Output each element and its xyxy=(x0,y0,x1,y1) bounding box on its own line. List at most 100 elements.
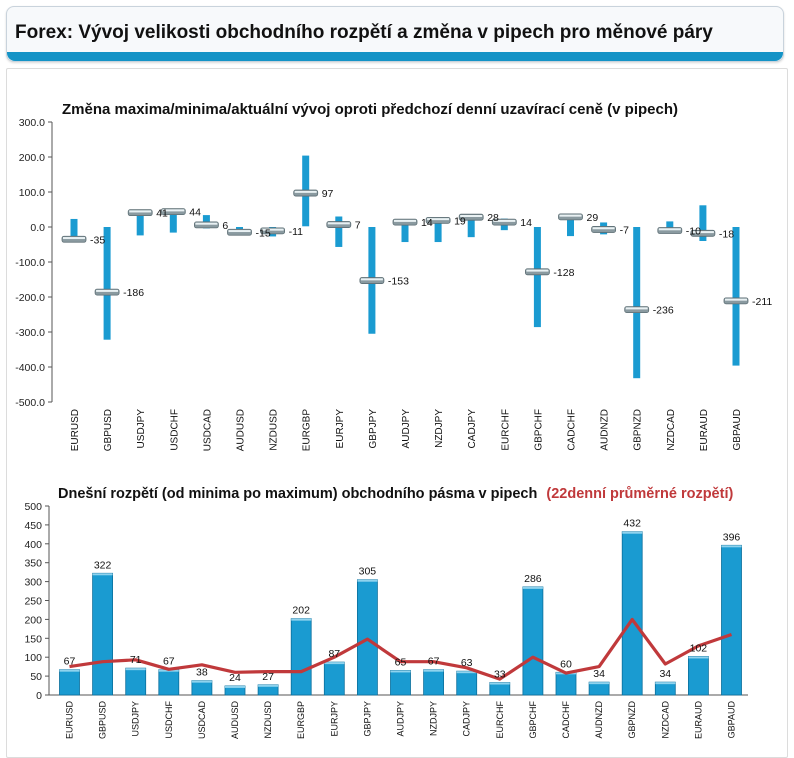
chart1-current-marker-highlight xyxy=(460,215,483,217)
chart2-value-label: 27 xyxy=(262,671,274,683)
chart1-range-bar xyxy=(732,227,740,366)
chart1-value-label: -11 xyxy=(289,226,304,238)
page-header: Forex: Vývoj velikosti obchodního rozpět… xyxy=(6,6,784,62)
chart2-ytick-label: 400 xyxy=(24,539,42,551)
chart1-current-marker-highlight xyxy=(725,298,747,301)
chart1-category-label: EURCHF xyxy=(500,409,511,451)
chart1-category-label: GBPAUD xyxy=(732,409,743,451)
chart2-category-label: EURJPY xyxy=(329,701,339,737)
chart2-range-bar xyxy=(423,669,445,696)
chart2-bar-highlight xyxy=(489,682,510,685)
chart1-value-label: -128 xyxy=(553,267,574,279)
chart1-category-label: AUDJPY xyxy=(401,409,412,449)
chart1-current-marker-highlight xyxy=(493,219,516,222)
chart2-ytick-label: 450 xyxy=(24,520,42,532)
chart1-current-marker-highlight xyxy=(327,222,350,225)
chart1-current-marker-highlight xyxy=(294,190,317,193)
chart2-value-label: 305 xyxy=(359,566,377,578)
chart2-bar-highlight xyxy=(258,684,279,687)
chart2-average-line xyxy=(69,617,733,681)
chart-change-pips: Změna maxima/minima/aktuální vývoj oprot… xyxy=(15,101,772,451)
chart1-range-bar xyxy=(70,218,78,243)
chart1-range-bar xyxy=(401,219,409,243)
chart1-ytick-label: 100.0 xyxy=(19,187,45,199)
chart1-category-label: GBPCHF xyxy=(533,409,544,451)
chart2-category-label: GBPNZD xyxy=(627,701,637,739)
chart2-value-label: 432 xyxy=(623,518,641,530)
chart1-ytick-label: -200.0 xyxy=(15,292,45,304)
chart1-category-label: AUDUSD xyxy=(236,409,247,451)
chart1-category-label: NZDUSD xyxy=(269,409,280,451)
chart1-ytick-label: 200.0 xyxy=(19,152,45,164)
chart1-value-label: -153 xyxy=(388,276,409,288)
chart2-value-label: 67 xyxy=(428,656,440,668)
chart1-current-marker-highlight xyxy=(162,209,185,212)
chart1-range-bar xyxy=(467,215,475,238)
chart2-range-bar xyxy=(323,661,345,696)
chart1-ytick-label: 0.0 xyxy=(30,222,45,234)
chart1-range-bar xyxy=(699,205,707,241)
chart2-ytick-label: 50 xyxy=(30,671,42,683)
chart1-current-marker-highlight xyxy=(592,227,615,230)
chart2-range-bar xyxy=(125,667,147,696)
chart1-current-marker-highlight xyxy=(261,228,284,231)
chart2-value-label: 67 xyxy=(64,656,76,668)
chart1-category-label: EURUSD xyxy=(70,409,81,451)
chart2-ytick-label: 200 xyxy=(24,614,42,626)
chart1-category-label: NZDJPY xyxy=(434,409,445,448)
chart1-range-bar xyxy=(103,227,111,340)
chart1-value-label: -35 xyxy=(90,234,105,246)
chart2-bar-highlight xyxy=(390,670,411,673)
chart2-bar-highlight xyxy=(59,669,80,672)
chart2-bar-highlight xyxy=(423,669,444,672)
chart1-title: Změna maxima/minima/aktuální vývoj oprot… xyxy=(62,101,678,118)
chart2-range-bar xyxy=(92,572,113,696)
chart2-title-main: Dnešní rozpětí (od minima po maximum) ob… xyxy=(58,486,537,502)
chart1-current-marker-highlight xyxy=(63,237,85,240)
chart1-value-label: -15 xyxy=(256,227,271,239)
chart1-category-label: EURAUD xyxy=(699,409,710,451)
chart2-category-label: EURCHF xyxy=(495,700,505,738)
chart1-current-marker-highlight xyxy=(658,228,681,231)
chart2-value-label: 322 xyxy=(94,559,112,571)
chart1-category-label: GBPJPY xyxy=(368,409,379,449)
chart2-category-label: AUDUSD xyxy=(230,701,240,740)
chart2-bar-highlight xyxy=(721,545,742,548)
chart1-current-marker-highlight xyxy=(559,214,582,217)
chart1-current-marker-highlight xyxy=(195,222,218,225)
chart1-value-label: 97 xyxy=(322,188,334,200)
chart2-bar-highlight xyxy=(125,668,146,671)
chart1-value-label: 14 xyxy=(421,217,433,229)
chart2-bar-highlight xyxy=(291,618,312,621)
chart2-category-label: GBPJPY xyxy=(362,701,372,737)
chart2-ytick-label: 150 xyxy=(24,633,42,645)
chart2-value-label: 65 xyxy=(395,656,407,668)
chart1-current-marker-highlight xyxy=(691,231,714,234)
chart2-ytick-label: 500 xyxy=(24,501,42,513)
chart2-bar-highlight xyxy=(324,662,345,665)
chart2-bar-highlight xyxy=(191,680,212,683)
chart2-range-bar xyxy=(59,669,80,696)
chart2-range-bar xyxy=(158,669,180,696)
chart2-category-label: EURUSD xyxy=(65,701,75,740)
chart2-range-bar xyxy=(621,531,643,696)
chart1-value-label: 6 xyxy=(222,220,228,232)
chart2-category-label: AUDNZD xyxy=(594,701,604,739)
chart2-category-label: USDCHF xyxy=(164,700,174,738)
chart1-value-label: -18 xyxy=(719,228,734,240)
chart1-value-label: -7 xyxy=(620,224,629,236)
chart2-category-label: CADCHF xyxy=(561,700,571,738)
chart1-value-label: -236 xyxy=(653,305,674,317)
chart1-category-label: NZDCAD xyxy=(666,409,677,451)
chart2-category-label: NZDUSD xyxy=(263,701,273,739)
chart2-value-label: 24 xyxy=(229,672,241,684)
chart1-current-marker-highlight xyxy=(96,289,119,292)
chart2-ytick-label: 300 xyxy=(24,577,42,589)
chart1-range-bar xyxy=(567,215,574,237)
chart1-ytick-label: -100.0 xyxy=(15,257,45,269)
chart1-value-label: 7 xyxy=(355,220,361,232)
chart2-bar-highlight xyxy=(225,685,245,688)
header-accent-bar xyxy=(7,52,783,61)
chart2-category-label: CADJPY xyxy=(462,701,472,737)
